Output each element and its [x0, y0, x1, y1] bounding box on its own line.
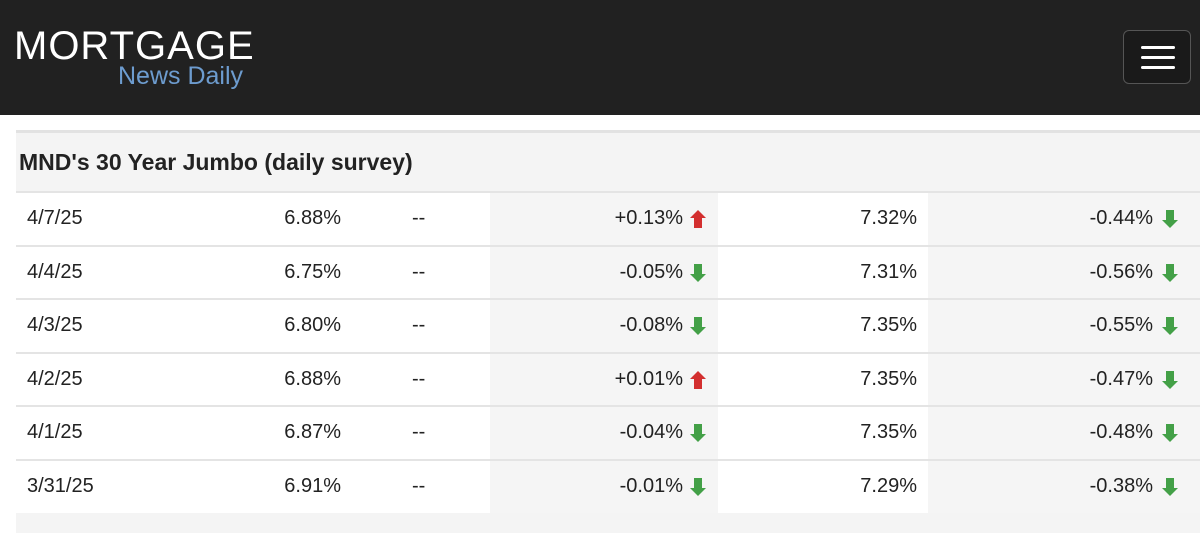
- date-cell: 3/31/25: [27, 474, 94, 497]
- rate-table: MND's 30 Year Jumbo (daily survey) 4/7/2…: [16, 130, 1200, 533]
- table-row: 4/7/25 6.88% -- +0.13% 7.32% -0.44%: [16, 191, 1200, 245]
- shaded-column: [490, 300, 718, 352]
- shaded-column: [928, 407, 1200, 459]
- value-cell: --: [412, 367, 426, 390]
- value-cell: -0.38%: [1089, 474, 1153, 497]
- date-cell: 4/4/25: [27, 260, 83, 283]
- shaded-column: [928, 193, 1200, 245]
- value-cell: 6.80%: [284, 314, 341, 336]
- arrow-up: [690, 370, 706, 389]
- shaded-column: [490, 407, 718, 459]
- arrow-down: [690, 317, 706, 335]
- table-row: 4/2/25 6.88% -- +0.01% 7.35% -0.47%: [16, 351, 1200, 406]
- value-cell: -0.08%: [619, 314, 683, 336]
- arrow-down: [1162, 370, 1178, 389]
- value-cell: 7.32%: [860, 207, 917, 229]
- value-cell: 6.88%: [284, 207, 341, 229]
- date-cell: 4/7/25: [27, 207, 83, 229]
- arrow-down: [690, 477, 706, 496]
- value-cell: 6.87%: [284, 421, 341, 443]
- value-cell: 6.88%: [284, 367, 341, 390]
- logo-subtitle[interactable]: News Daily: [118, 62, 244, 90]
- shaded-column: [490, 246, 718, 299]
- value-cell: +0.13%: [614, 207, 683, 229]
- value-cell: -0.47%: [1089, 367, 1153, 390]
- arrow-down: [1162, 424, 1178, 442]
- value-cell: -0.04%: [619, 421, 683, 443]
- value-cell: --: [412, 474, 426, 497]
- value-cell: 7.35%: [860, 421, 917, 443]
- value-cell: --: [412, 421, 426, 443]
- value-cell: --: [412, 314, 426, 336]
- table-row: 4/3/25 6.80% -- -0.08% 7.35% -0.55%: [16, 298, 1200, 352]
- value-cell: -0.01%: [619, 474, 683, 497]
- arrow-down: [1162, 317, 1178, 335]
- table-row: 4/1/25 6.87% -- -0.04% 7.35% -0.48%: [16, 405, 1200, 459]
- arrow-down: [1162, 477, 1178, 496]
- arrow-down: [1162, 263, 1178, 282]
- value-cell: 7.35%: [860, 367, 917, 390]
- date-cell: 4/3/25: [27, 314, 83, 336]
- value-cell: -0.05%: [619, 260, 683, 283]
- value-cell: --: [412, 207, 426, 229]
- value-cell: 7.29%: [860, 474, 917, 497]
- value-cell: +0.01%: [614, 367, 683, 390]
- table-title: MND's 30 Year Jumbo (daily survey): [19, 149, 413, 175]
- table-row: 3/31/25 6.91% -- -0.01% 7.29% -0.38%: [16, 458, 1200, 513]
- shaded-column: [928, 300, 1200, 352]
- value-cell: 7.31%: [860, 260, 917, 283]
- value-cell: 6.75%: [284, 260, 341, 283]
- arrow-down: [690, 263, 706, 282]
- shaded-column: [490, 460, 718, 513]
- table-row: 4/4/25 6.75% -- -0.05% 7.31% -0.56%: [16, 244, 1200, 299]
- shaded-column: [928, 353, 1200, 406]
- header: MORTGAGE News Daily: [0, 0, 1200, 115]
- shaded-column: [928, 460, 1200, 513]
- value-cell: -0.48%: [1089, 421, 1153, 443]
- value-cell: -0.56%: [1089, 260, 1153, 283]
- value-cell: 6.91%: [284, 474, 341, 497]
- logo-title[interactable]: MORTGAGE: [14, 24, 255, 68]
- value-cell: --: [412, 260, 426, 283]
- arrow-down: [690, 424, 706, 442]
- value-cell: 7.35%: [860, 314, 917, 336]
- menu-button[interactable]: [1123, 30, 1191, 84]
- shaded-column: [490, 193, 718, 245]
- arrow-down: [1162, 210, 1178, 228]
- date-cell: 4/1/25: [27, 421, 83, 443]
- date-cell: 4/2/25: [27, 367, 83, 390]
- value-cell: -0.55%: [1089, 314, 1153, 336]
- value-cell: -0.44%: [1089, 207, 1153, 229]
- arrow-up: [690, 210, 706, 228]
- shaded-column: [490, 353, 718, 406]
- shaded-column: [928, 246, 1200, 299]
